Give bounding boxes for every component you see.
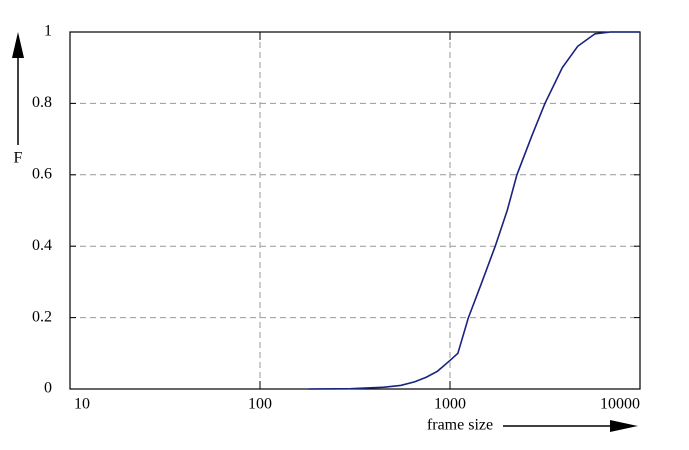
y-tick-label: 0.4: [32, 237, 52, 254]
x-axis-label: frame size: [427, 417, 493, 434]
y-tick-label: 0.2: [32, 308, 52, 325]
y-axis-arrowhead: [12, 32, 24, 58]
x-axis-arrowhead: [610, 420, 638, 432]
y-tick-label: 1: [44, 23, 52, 40]
x-tick-label: 1000: [434, 396, 466, 413]
y-tick-label: 0.6: [32, 165, 52, 182]
y-tick-label: 0.8: [32, 94, 52, 111]
y-axis-label: F: [14, 150, 23, 167]
x-tick-label: 100: [248, 396, 272, 413]
y-tick-label: 0: [44, 380, 52, 397]
x-tick-label: 10: [74, 396, 90, 413]
data-line: [308, 31, 640, 390]
x-tick-label: 10000: [600, 396, 640, 413]
